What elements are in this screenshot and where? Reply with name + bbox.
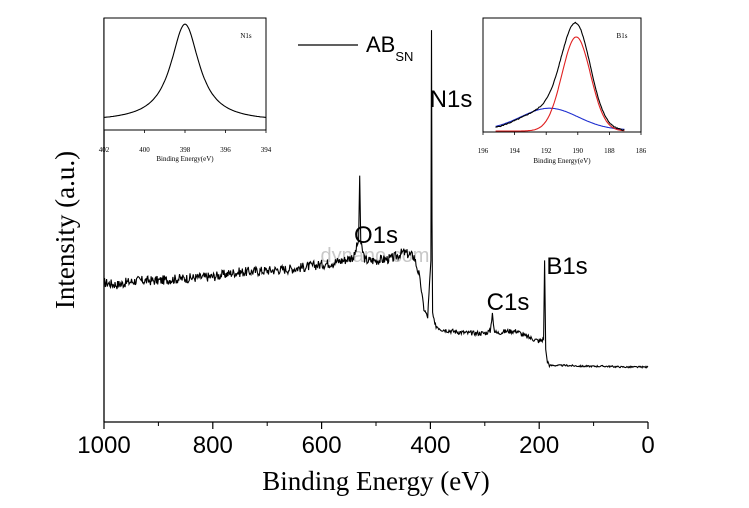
x-axis-title: Binding Energy (eV): [262, 466, 489, 496]
inset-n1s-tick-label: 396: [220, 146, 231, 154]
inset-b1s: B1s 196 194 192 190 188 186 Binding Energy(eV…: [478, 17, 647, 165]
legend-label-subscript: SN: [395, 49, 413, 64]
inset-b1s-title: B1s: [617, 32, 628, 40]
inset-b1s-tick-label: 194: [509, 147, 520, 155]
x-tick-label: 1000: [77, 432, 130, 459]
legend-label: ABSN: [366, 32, 413, 64]
inset-b1s-measured-line: [495, 21, 625, 131]
inset-b1s-main-fit-line: [495, 36, 625, 132]
peak-label-o1s: O1s: [354, 222, 398, 249]
inset-b1s-xlabel: Binding Energy(eV): [533, 157, 591, 165]
inset-n1s-line: [103, 23, 267, 118]
inset-n1s-tick-label: 394: [261, 146, 272, 154]
inset-n1s-frame: [103, 17, 267, 131]
x-tick-label: 0: [641, 432, 654, 459]
inset-b1s-ticks: 196 194 192 190 188 186: [478, 132, 647, 155]
inset-b1s-tick-label: 190: [573, 147, 584, 155]
inset-n1s-xlabel: Binding Energy(eV): [156, 155, 214, 163]
peak-label-c1s: C1s: [487, 289, 530, 316]
inset-n1s-tick-label: 398: [180, 146, 191, 154]
inset-n1s-tick-label: 402: [99, 146, 110, 154]
inset-n1s-ticks: 402 400 398 396 394: [99, 130, 272, 154]
y-axis-title: Intensity (a.u.): [50, 151, 80, 309]
peak-label-n1s: N1s: [430, 86, 473, 113]
inset-n1s-title: N1s: [240, 32, 252, 40]
legend-label-main: AB: [366, 32, 395, 57]
inset-b1s-tick-label: 188: [604, 147, 615, 155]
peak-labels: O1s N1s C1s B1s: [354, 86, 588, 316]
inset-b1s-tick-label: 192: [541, 147, 552, 155]
main-axes: 1000 800 600 400 200 0: [77, 18, 655, 459]
inset-n1s: N1s 402 400 398 396 394 Binding Energy(eV): [99, 17, 272, 163]
x-ticks: 1000 800 600 400 200 0: [77, 422, 655, 459]
inset-b1s-tick-label: 196: [478, 147, 489, 155]
inset-n1s-tick-label: 400: [139, 146, 150, 154]
x-tick-label: 600: [302, 432, 342, 459]
survey-spectrum-line: [103, 30, 649, 369]
x-tick-label: 400: [410, 432, 450, 459]
inset-b1s-tick-label: 186: [636, 147, 647, 155]
peak-label-b1s: B1s: [546, 253, 587, 280]
legend: ABSN: [298, 32, 413, 64]
x-tick-label: 200: [519, 432, 559, 459]
x-tick-label: 800: [193, 432, 233, 459]
